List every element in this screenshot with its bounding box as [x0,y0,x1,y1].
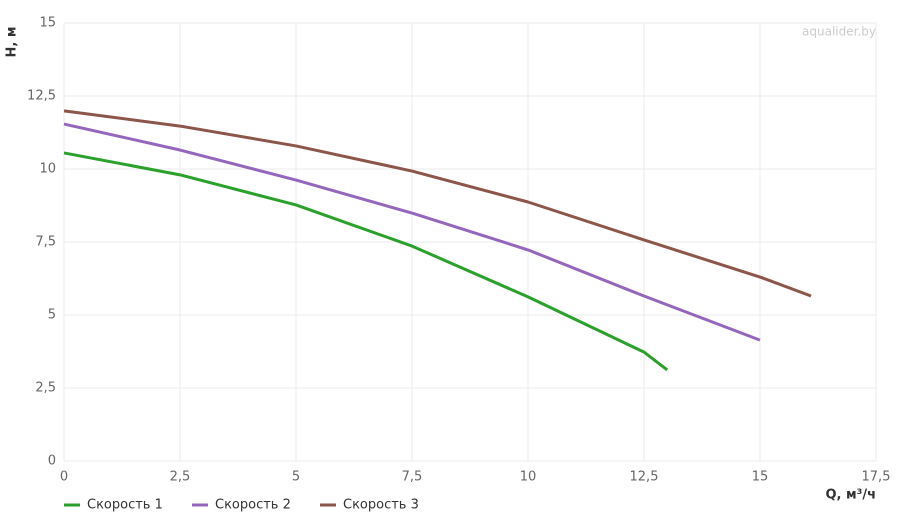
x-tick-label: 12,5 [630,470,659,485]
x-tick-label: 2,5 [170,470,191,485]
series-line [63,109,812,298]
y-tick-label: 0 [48,454,56,469]
legend-label: Скорость 2 [215,498,291,513]
x-tick-label: 0 [60,470,68,485]
y-tick-label: 12,5 [27,89,56,104]
y-tick-label: 15 [39,16,56,31]
legend-label: Скорость 3 [343,498,419,513]
x-tick-label: 7,5 [402,470,423,485]
x-tick-label: 10 [520,470,537,485]
x-tick-label: 5 [292,470,300,485]
y-tick-label: 7,5 [35,235,56,250]
series-line [63,151,669,372]
x-axis-label: Q, м³/ч [825,488,876,503]
watermark: aqualider.by [802,25,876,39]
series-line [63,122,761,342]
y-tick-label: 10 [39,162,56,177]
y-tick-label: 2,5 [35,381,56,396]
y-axis-label: H, м [5,27,20,58]
y-tick-label: 5 [48,308,56,323]
x-tick-label: 17,5 [862,470,891,485]
legend-label: Скорость 1 [87,498,163,513]
x-tick-label: 15 [752,470,769,485]
